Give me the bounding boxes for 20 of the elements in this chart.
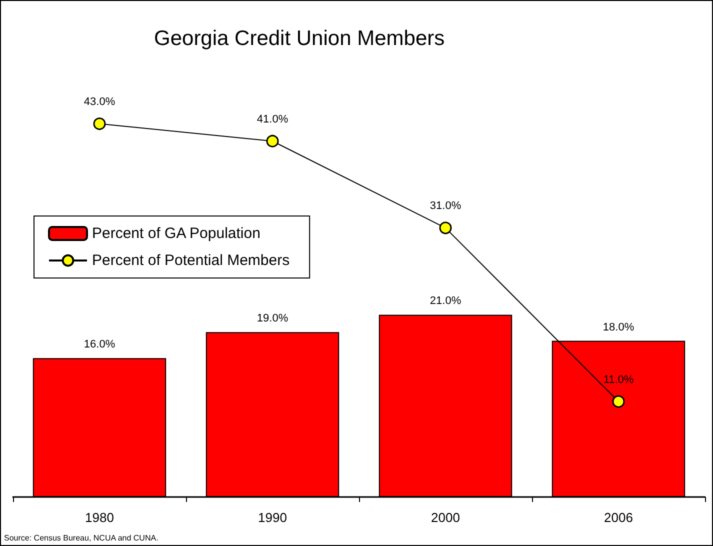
legend-label: Percent of Potential Members	[92, 252, 290, 269]
x-tick-label: 1980	[85, 510, 114, 525]
x-tick-label: 1990	[258, 510, 287, 525]
point	[266, 134, 279, 148]
legend-label: Percent of GA Population	[92, 225, 260, 242]
data-label: 11.0%	[603, 374, 634, 386]
point	[93, 118, 106, 130]
data-label: 19.0%	[256, 312, 288, 325]
data-label: 21.0%	[430, 295, 462, 308]
point	[612, 395, 625, 408]
source-note: Source: Census Bureau, NCUA and CUNA.	[4, 534, 158, 542]
x-tick-label: 2000	[431, 510, 460, 525]
data-label: 16.0%	[84, 338, 116, 351]
chart-title: Georgia Credit Union Members	[154, 27, 445, 50]
data-label: 41.0%	[256, 113, 288, 126]
data-label: 43.0%	[84, 96, 116, 108]
x-tick-label: 2006	[604, 510, 633, 525]
point	[439, 222, 452, 234]
data-label: 18.0%	[602, 321, 634, 334]
data-label: 31.0%	[430, 200, 462, 212]
